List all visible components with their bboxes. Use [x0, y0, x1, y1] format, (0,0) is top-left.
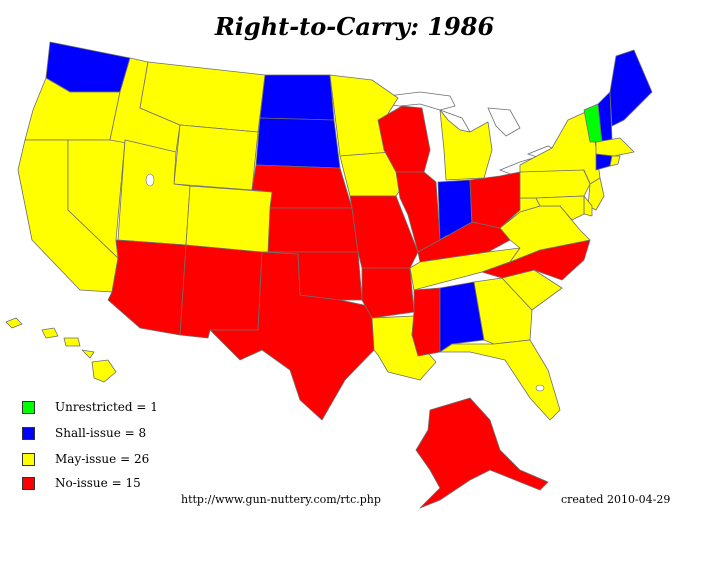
state-hi: [5, 317, 117, 383]
great-salt-lake: [145, 173, 155, 187]
state-nd: [259, 74, 335, 121]
state-mi: [439, 109, 493, 181]
state-ms: [411, 287, 441, 357]
state-al: [439, 281, 485, 353]
state-ar: [361, 267, 415, 319]
state-az: [107, 239, 187, 336]
state-ks: [267, 207, 359, 253]
legend-label: Unrestricted = 1: [55, 400, 158, 414]
legend-swatch: [22, 426, 35, 440]
state-fl: [439, 339, 561, 421]
legend-item-shall-issue: Shall-issue = 8: [22, 425, 146, 441]
legend-swatch: [22, 476, 35, 490]
state-sd: [255, 117, 341, 169]
state-wi: [377, 105, 431, 173]
state-ct: [595, 153, 613, 171]
source-url: http://www.gun-nuttery.com/rtc.php: [181, 493, 381, 506]
legend-label: No-issue = 15: [55, 476, 141, 490]
created-date: created 2010-04-29: [561, 493, 671, 506]
legend-swatch: [22, 400, 35, 414]
legend-label: May-issue = 26: [55, 452, 150, 466]
lake-okeechobee: [535, 384, 545, 392]
state-md: [535, 195, 585, 221]
state-wy: [173, 124, 259, 191]
state-ri: [609, 155, 621, 167]
legend-item-no-issue: No-issue = 15: [22, 475, 141, 491]
legend-swatch: [22, 452, 35, 466]
state-nm: [179, 244, 263, 339]
map-title: Right-to-Carry: 1986: [214, 12, 495, 41]
legend-item-unrestricted: Unrestricted = 1: [22, 399, 158, 415]
legend-item-may-issue: May-issue = 26: [22, 451, 149, 467]
state-ak: [415, 397, 549, 509]
state-me: [609, 49, 653, 127]
state-ma: [595, 137, 635, 157]
state-co: [185, 185, 273, 256]
legend-label: Shall-issue = 8: [55, 426, 147, 440]
state-wa: [45, 41, 131, 93]
